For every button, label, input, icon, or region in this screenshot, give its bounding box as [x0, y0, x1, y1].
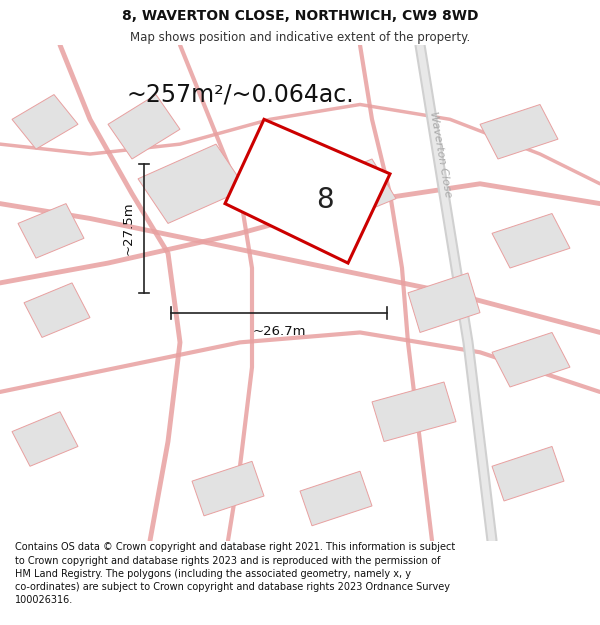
Text: ~26.7m: ~26.7m [252, 325, 306, 338]
Polygon shape [408, 273, 480, 332]
Polygon shape [12, 94, 78, 149]
Polygon shape [492, 214, 570, 268]
Polygon shape [492, 446, 564, 501]
Text: Contains OS data © Crown copyright and database right 2021. This information is : Contains OS data © Crown copyright and d… [15, 542, 455, 605]
Polygon shape [108, 94, 180, 159]
Text: 8, WAVERTON CLOSE, NORTHWICH, CW9 8WD: 8, WAVERTON CLOSE, NORTHWICH, CW9 8WD [122, 9, 478, 23]
Text: 8: 8 [316, 186, 334, 214]
Polygon shape [492, 332, 570, 387]
Polygon shape [480, 104, 558, 159]
Polygon shape [225, 119, 390, 263]
Polygon shape [12, 412, 78, 466]
Polygon shape [24, 283, 90, 338]
Polygon shape [372, 382, 456, 441]
Polygon shape [18, 204, 84, 258]
Polygon shape [138, 144, 246, 223]
Polygon shape [300, 471, 372, 526]
Polygon shape [312, 159, 396, 223]
Text: Map shows position and indicative extent of the property.: Map shows position and indicative extent… [130, 31, 470, 44]
Text: ~27.5m: ~27.5m [122, 202, 135, 255]
Polygon shape [192, 461, 264, 516]
Text: ~257m²/~0.064ac.: ~257m²/~0.064ac. [126, 82, 354, 106]
Text: Waverton Close: Waverton Close [428, 110, 454, 198]
